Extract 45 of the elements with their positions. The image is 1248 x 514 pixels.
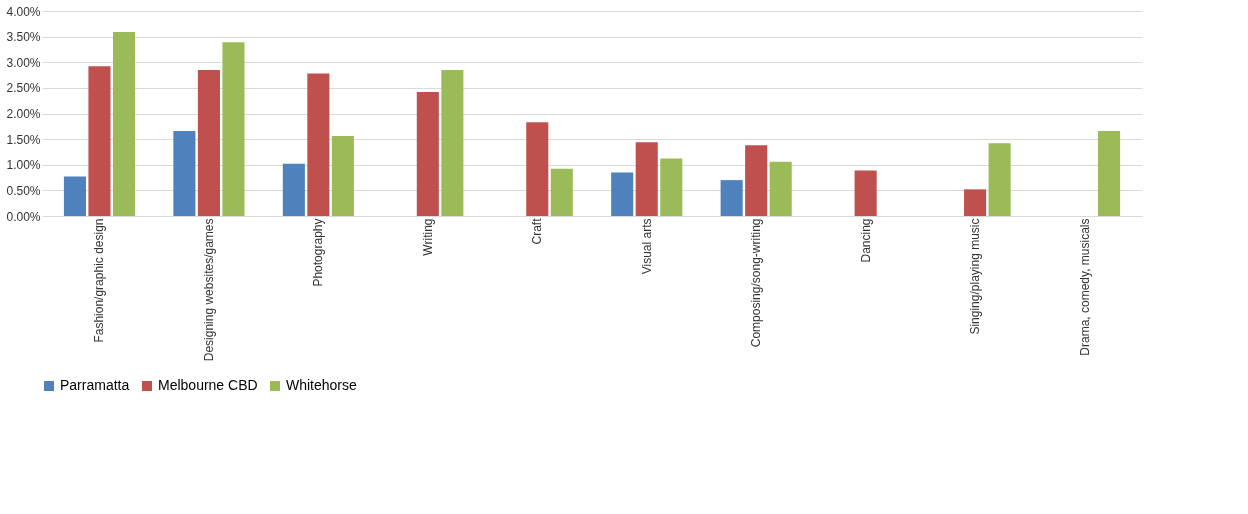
x-tick-label: Singing/playing music <box>968 218 983 335</box>
bar <box>63 176 86 216</box>
x-tick-label: Writing <box>420 218 435 256</box>
bar <box>964 189 987 216</box>
x-tick-label: Craft <box>530 217 545 245</box>
bar <box>854 170 877 216</box>
legend-label: Parramatta <box>60 377 130 393</box>
bar <box>222 42 245 216</box>
x-tick-label: Fashion/graphic design <box>92 218 107 343</box>
x-tick-label: Dancing <box>858 218 873 263</box>
bar <box>88 66 111 216</box>
bar <box>660 158 683 216</box>
bar <box>720 180 743 216</box>
y-tick-label: 2.50% <box>6 81 41 96</box>
bar <box>307 73 330 216</box>
y-tick-label: 3.00% <box>6 55 41 70</box>
bar <box>331 136 354 216</box>
x-tick-label: Photography <box>311 218 326 287</box>
bar <box>282 163 305 216</box>
legend-label: Whitehorse <box>286 377 358 393</box>
bar <box>173 130 196 216</box>
bar <box>197 69 220 216</box>
y-tick-label: 0.50% <box>6 183 41 198</box>
x-tick-label: Designing websites/games <box>201 218 216 362</box>
x-tick-label: Drama, comedy, musicals <box>1077 218 1092 356</box>
bar <box>1098 130 1121 216</box>
bar <box>635 142 658 216</box>
y-tick-label: 1.50% <box>6 132 41 147</box>
y-tick-label: 1.00% <box>6 158 41 173</box>
bar <box>611 172 634 216</box>
bar <box>988 143 1011 216</box>
legend-label: Melbourne CBD <box>158 377 258 393</box>
bar <box>550 168 573 216</box>
y-tick-label: 4.00% <box>6 4 41 19</box>
y-tick-label: 0.00% <box>6 209 41 224</box>
bar <box>745 145 768 216</box>
y-tick-label: 2.00% <box>6 107 41 121</box>
bar <box>769 161 792 216</box>
y-tick-label: 3.50% <box>6 30 41 45</box>
bar <box>112 32 136 216</box>
x-tick-label: Visual arts <box>639 218 654 275</box>
bar <box>416 91 439 216</box>
x-tick-label: Composing/song-writing <box>749 218 764 348</box>
bar <box>526 122 549 216</box>
bar <box>441 69 464 216</box>
